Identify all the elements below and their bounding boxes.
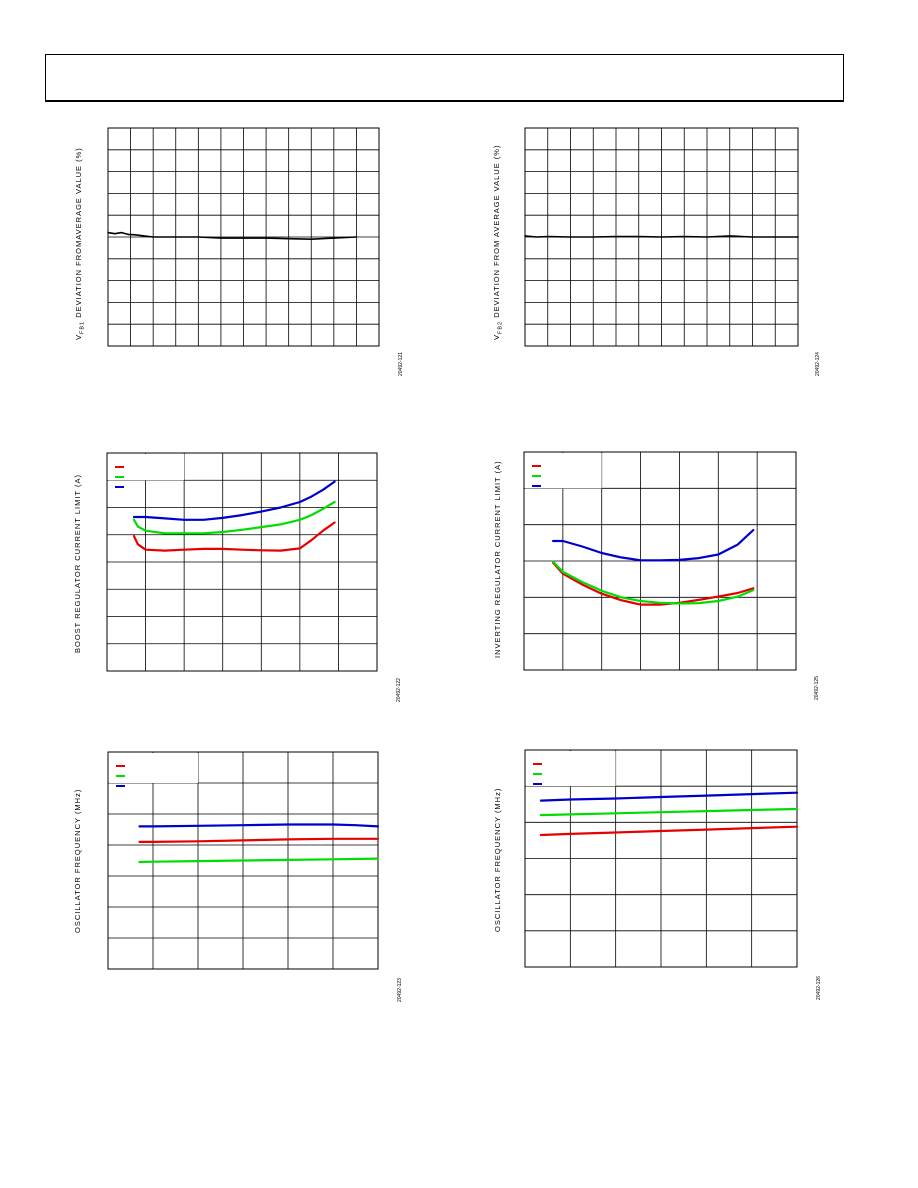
page-header-box [45,54,844,102]
series-line-2 [551,560,755,605]
series-line-1 [539,825,799,837]
legend-box [109,753,198,783]
plot-frame [523,451,797,671]
legend-box [525,453,602,489]
series-line-1 [138,837,380,844]
series-line-3 [138,823,380,828]
series-line-2 [138,857,380,864]
chart-osc2-figure-id: 20492-126 [816,976,822,1000]
series-line-2 [132,500,336,535]
series-line-1 [132,521,336,552]
series-line-3 [132,480,336,521]
series-line-1 [551,561,755,606]
series-line-3 [551,528,755,562]
series-line-3 [539,791,799,802]
plot-frame [524,749,798,968]
legend-box [526,751,616,787]
plot-frame [107,127,380,347]
series-line-1 [524,235,799,238]
plot-frame [106,452,378,672]
series-line-2 [539,807,799,817]
plot-frame [107,751,379,970]
chart-osc2-y-axis-label: OSCILLATOR FREQUENCY (MHz) [493,787,502,932]
series-line-1 [107,231,358,240]
